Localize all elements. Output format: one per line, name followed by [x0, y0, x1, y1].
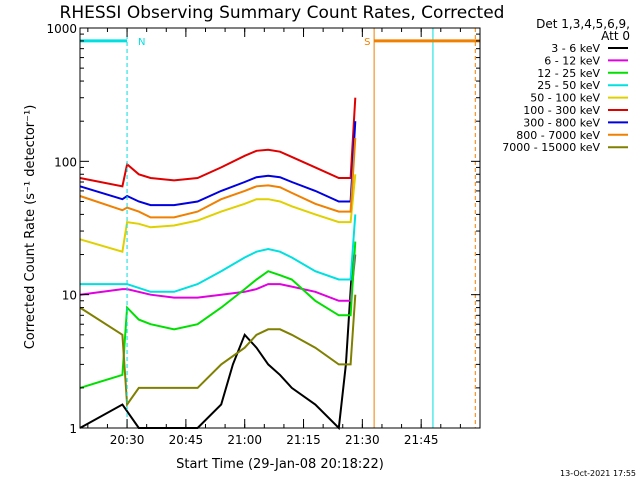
chart-title: RHESSI Observing Summary Count Rates, Co… — [60, 3, 505, 23]
flag-label-1: S — [364, 37, 370, 48]
legend-label-6: 300 - 800 keV — [523, 116, 600, 129]
series-line-0 — [79, 254, 354, 431]
y-axis-label: Corrected Count Rate (s⁻¹ detector⁻¹) — [23, 105, 38, 350]
series-line-7 — [79, 137, 357, 219]
legend-label-0: 3 - 6 keV — [551, 42, 600, 55]
x-tick-label-1: 20:45 — [169, 433, 204, 447]
x-tick-label-3: 21:15 — [286, 433, 321, 447]
legend-label-7: 800 - 7000 keV — [516, 129, 600, 142]
y-tick-label-0: 1 — [69, 422, 77, 436]
y-tick-label-3: 1000 — [46, 22, 77, 36]
plot-frame — [79, 27, 481, 429]
series-line-2 — [79, 241, 357, 389]
series-line-4 — [79, 174, 357, 253]
legend-header-1: Det 1,3,4,5,6,9, — [536, 17, 630, 31]
flag-label-0: N — [138, 37, 145, 48]
x-tick-label-2: 21:00 — [227, 433, 262, 447]
legend-label-4: 50 - 100 keV — [530, 92, 600, 105]
series-line-8 — [79, 294, 357, 408]
legend-label-3: 25 - 50 keV — [537, 79, 600, 92]
legend-header-2: Att 0 — [601, 29, 630, 43]
x-tick-label-5: 21:45 — [404, 433, 439, 447]
series-line-6 — [79, 121, 357, 207]
x-axis-label: Start Time (29-Jan-08 20:18:22) — [176, 457, 384, 472]
x-tick-label-4: 21:30 — [345, 433, 380, 447]
footer-timestamp: 13-Oct-2021 17:55 — [560, 469, 636, 478]
y-tick-label-2: 100 — [54, 155, 77, 169]
series-line-1 — [79, 254, 357, 302]
legend-label-1: 6 - 12 keV — [544, 54, 600, 67]
series-line-3 — [80, 214, 357, 293]
legend-label-2: 12 - 25 keV — [537, 67, 600, 80]
legend-label-5: 100 - 300 keV — [523, 104, 600, 117]
x-tick-label-0: 20:30 — [110, 433, 145, 447]
series-line-5 — [79, 97, 357, 188]
y-tick-label-1: 10 — [62, 289, 77, 303]
legend-label-8: 7000 - 15000 keV — [502, 141, 600, 154]
